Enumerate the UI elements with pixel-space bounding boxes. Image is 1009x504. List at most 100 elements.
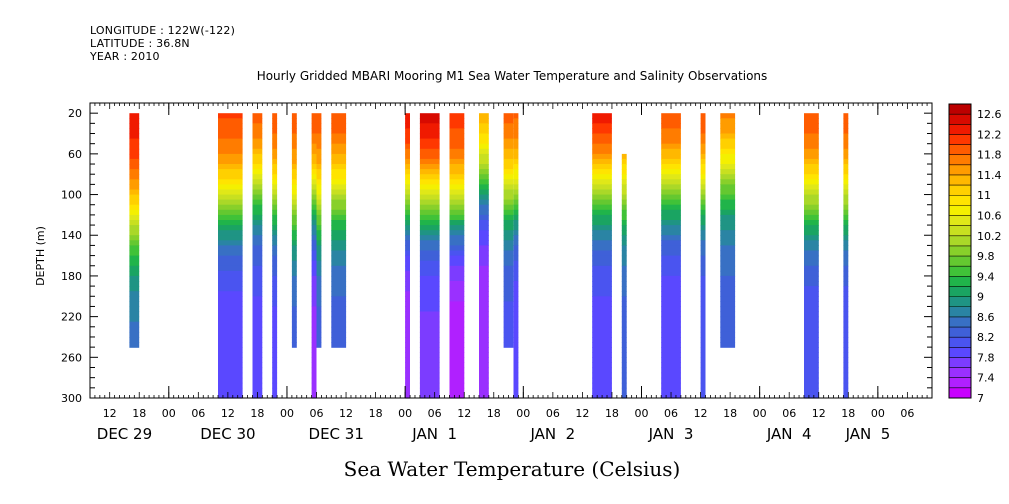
data-cell (218, 367, 243, 374)
data-column (291, 113, 297, 348)
data-cell (405, 143, 410, 150)
data-cell (503, 306, 514, 313)
data-cell (449, 179, 465, 185)
data-cell (804, 184, 819, 191)
data-cell (661, 316, 681, 323)
x-tick-label: 18 (250, 407, 264, 420)
data-cell (621, 362, 627, 369)
data-cell (405, 316, 410, 323)
data-cell (804, 372, 819, 379)
data-cell (218, 113, 243, 119)
data-cell (843, 367, 849, 374)
data-cell (129, 184, 140, 191)
data-cell (720, 204, 736, 211)
data-cell (291, 179, 297, 185)
data-cell (700, 240, 706, 246)
data-cell (720, 296, 736, 302)
data-cell (720, 158, 736, 165)
data-cell (218, 337, 243, 343)
data-cell (449, 382, 465, 389)
data-cell (661, 387, 681, 394)
data-cell (720, 321, 736, 328)
data-cell (700, 148, 706, 155)
data-cell (252, 138, 263, 145)
data-cell (804, 286, 819, 292)
data-cell (804, 123, 819, 129)
data-cell (331, 291, 347, 297)
data-cell (272, 179, 278, 185)
data-cell (331, 316, 347, 323)
data-cell (513, 316, 519, 323)
data-cell (272, 225, 278, 231)
data-cell (479, 240, 489, 246)
data-cell (311, 230, 317, 236)
data-cell (419, 367, 440, 374)
data-cell (843, 372, 849, 379)
data-cell (479, 306, 489, 313)
data-cell (843, 123, 849, 129)
data-cell (272, 174, 278, 180)
latitude-label: LATITUDE : 36.8N (90, 37, 190, 50)
data-cell (331, 113, 347, 119)
data-cell (661, 286, 681, 292)
data-cell (405, 235, 410, 241)
data-cell (513, 296, 519, 302)
data-cell (272, 306, 278, 313)
data-cell (129, 316, 140, 323)
data-cell (503, 301, 514, 308)
data-cell (513, 291, 519, 297)
data-cell (252, 164, 263, 170)
year-label: YEAR : 2010 (90, 50, 160, 63)
data-cell (311, 377, 317, 384)
data-cell (311, 235, 317, 241)
x-tick-label: 06 (900, 407, 914, 420)
data-cell (513, 199, 519, 206)
data-cell (331, 281, 347, 287)
data-cell (405, 352, 410, 358)
data-cell (405, 255, 410, 262)
data-cell (621, 260, 627, 267)
y-axis: 20 60 100 140 180 220 260 300 (61, 107, 932, 405)
data-cell (843, 174, 849, 180)
data-cell (129, 311, 140, 318)
data-cell (405, 275, 410, 282)
data-cell (700, 331, 706, 338)
data-cell (449, 123, 465, 129)
data-cell (129, 286, 140, 292)
data-cell (311, 342, 317, 348)
data-cell (331, 270, 347, 277)
x-date-label: DEC 30 (200, 425, 255, 443)
data-cell (291, 245, 297, 252)
x-date-label: DEC 29 (97, 425, 152, 443)
data-cell (513, 133, 519, 140)
data-cell (592, 331, 612, 338)
data-column (592, 113, 612, 399)
data-cell (419, 240, 440, 246)
data-cell (272, 337, 278, 343)
data-column (218, 113, 243, 399)
data-cell (503, 265, 514, 272)
data-cell (843, 347, 849, 353)
data-cell (503, 255, 514, 262)
data-cell (419, 250, 440, 257)
data-cell (592, 158, 612, 165)
data-cell (700, 326, 706, 333)
data-cell (503, 331, 514, 338)
data-cell (592, 194, 612, 201)
data-cell (419, 377, 440, 384)
data-cell (449, 321, 465, 328)
data-cell (291, 169, 297, 175)
data-cell (479, 189, 489, 196)
x-date-label: JAN 5 (845, 425, 891, 443)
data-cell (700, 179, 706, 185)
data-cell (272, 148, 278, 155)
data-cell (405, 306, 410, 313)
data-cell (661, 148, 681, 155)
data-cell (843, 291, 849, 297)
data-cell (291, 123, 297, 129)
data-cell (331, 209, 347, 216)
x-axis: 12 18 00 06 12 18 00 06 12 18 00 06 12 18 00 06 12 18 00 06… (89, 103, 933, 443)
data-cell (479, 331, 489, 338)
data-cell (272, 230, 278, 236)
data-cell (405, 158, 410, 165)
